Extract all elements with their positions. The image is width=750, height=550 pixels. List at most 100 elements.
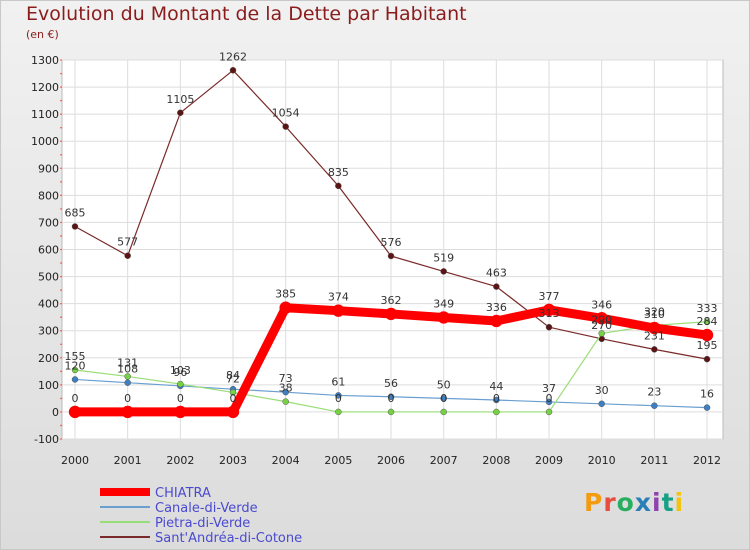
data-point: [545, 323, 553, 331]
data-point: [279, 301, 292, 314]
data-point: [68, 405, 82, 419]
data-label: 0: [493, 392, 500, 405]
y-axis-dot: [60, 356, 62, 359]
legend-label: Canale-di-Verde: [155, 501, 258, 516]
data-label: 346: [591, 298, 612, 311]
series-group: [68, 67, 714, 419]
data-label: 84: [226, 369, 240, 382]
data-point: [598, 330, 605, 337]
data-label: 30: [595, 384, 609, 397]
logo-letter: t: [661, 488, 675, 517]
data-point: [545, 398, 553, 406]
y-axis-dot: [60, 86, 62, 88]
data-point: [71, 376, 79, 383]
data-label: 155: [65, 350, 86, 363]
x-tick-label: 2003: [219, 454, 247, 467]
y-tick-label: 100: [38, 379, 59, 392]
legend: CHIATRACanale-di-VerdePietra-di-VerdeSan…: [100, 486, 302, 546]
y-tick-label: 200: [38, 352, 59, 365]
data-label: 284: [697, 315, 718, 328]
y-axis-dot: [60, 140, 62, 143]
y-axis-dot: [60, 235, 62, 237]
data-label: 96: [173, 366, 187, 379]
data-point: [387, 252, 395, 260]
y-axis-dot: [60, 221, 62, 224]
y-axis-dot: [60, 99, 62, 102]
y-axis-dot: [60, 262, 62, 264]
data-label: 231: [644, 329, 665, 342]
data-point: [124, 379, 131, 386]
y-tick-label: -100: [34, 433, 59, 446]
y-tick-label: 600: [38, 244, 59, 257]
data-label: 0: [177, 392, 184, 405]
x-tick-label: 2012: [693, 454, 721, 467]
data-label: 120: [65, 359, 86, 372]
y-axis-dot: [60, 113, 62, 115]
data-point: [493, 396, 500, 404]
logo-letter: P: [584, 488, 604, 517]
data-label: 0: [72, 392, 79, 405]
data-point: [229, 389, 237, 396]
y-tick-label: 1200: [31, 81, 59, 94]
data-label: 108: [117, 363, 138, 376]
data-point: [703, 404, 711, 411]
data-point: [335, 392, 342, 399]
data-point: [490, 314, 503, 328]
y-tick-label: 900: [38, 162, 59, 175]
x-axis: 2000 2001 2002 2003 2004 2005 2006 2007 2008 2009…: [61, 454, 721, 467]
data-point: [651, 402, 658, 409]
data-point: [440, 268, 447, 275]
y-axis-dot: [60, 167, 62, 170]
data-point: [177, 109, 184, 117]
proxiti-logo: Proxiti: [584, 488, 684, 517]
data-label: 313: [539, 307, 560, 320]
data-label: 16: [700, 388, 714, 401]
y-axis-dot: [60, 59, 62, 61]
data-point: [332, 304, 345, 317]
y-tick-label: 0: [52, 406, 59, 419]
x-tick-label: 2001: [114, 454, 142, 467]
data-point: [595, 312, 608, 325]
data-point: [282, 398, 289, 405]
data-label: 0: [124, 392, 131, 405]
data-label: 835: [328, 166, 349, 179]
x-tick-label: 2002: [166, 454, 194, 467]
data-label: 131: [117, 356, 138, 369]
data-label: 1054: [272, 107, 300, 120]
data-labels: 685 577 1105 1262 1054 835 576 519 463 313 270 231 1…: [65, 50, 718, 405]
data-label: 320: [644, 305, 665, 318]
data-label: 1262: [219, 50, 247, 63]
logo-letter: i: [652, 488, 662, 517]
y-axis-dot: [60, 316, 62, 318]
y-axis-dot: [60, 153, 62, 156]
data-label: 44: [489, 380, 503, 393]
data-point: [229, 67, 237, 74]
data-point: [703, 318, 711, 326]
legend-label: CHIATRA: [155, 486, 211, 501]
data-point: [384, 307, 398, 321]
data-point: [335, 408, 342, 416]
data-label: 362: [381, 294, 402, 307]
data-label: 333: [697, 302, 718, 315]
y-tick-label: 400: [38, 298, 59, 311]
y-axis-dot: [60, 72, 62, 75]
y-axis-dot: [60, 126, 62, 129]
data-point: [124, 252, 131, 259]
x-tick-label: 2006: [377, 454, 405, 467]
data-label: 385: [275, 288, 296, 301]
y-axis-dot: [60, 424, 62, 427]
logo-letter: r: [603, 488, 617, 517]
y-axis-dot: [60, 289, 62, 291]
data-point: [700, 328, 714, 342]
data-point: [124, 373, 131, 380]
chart-title: Evolution du Montant de la Dette par Hab…: [26, 3, 467, 25]
data-label: 290: [591, 313, 612, 326]
x-tick-label: 2009: [535, 454, 563, 467]
data-point: [335, 182, 342, 190]
data-label: 23: [647, 386, 661, 399]
y-axis-dot: [60, 181, 62, 183]
data-point: [387, 393, 395, 401]
data-label: 0: [335, 392, 342, 405]
y-tick-label: 700: [38, 216, 59, 229]
data-label: 576: [381, 236, 402, 249]
